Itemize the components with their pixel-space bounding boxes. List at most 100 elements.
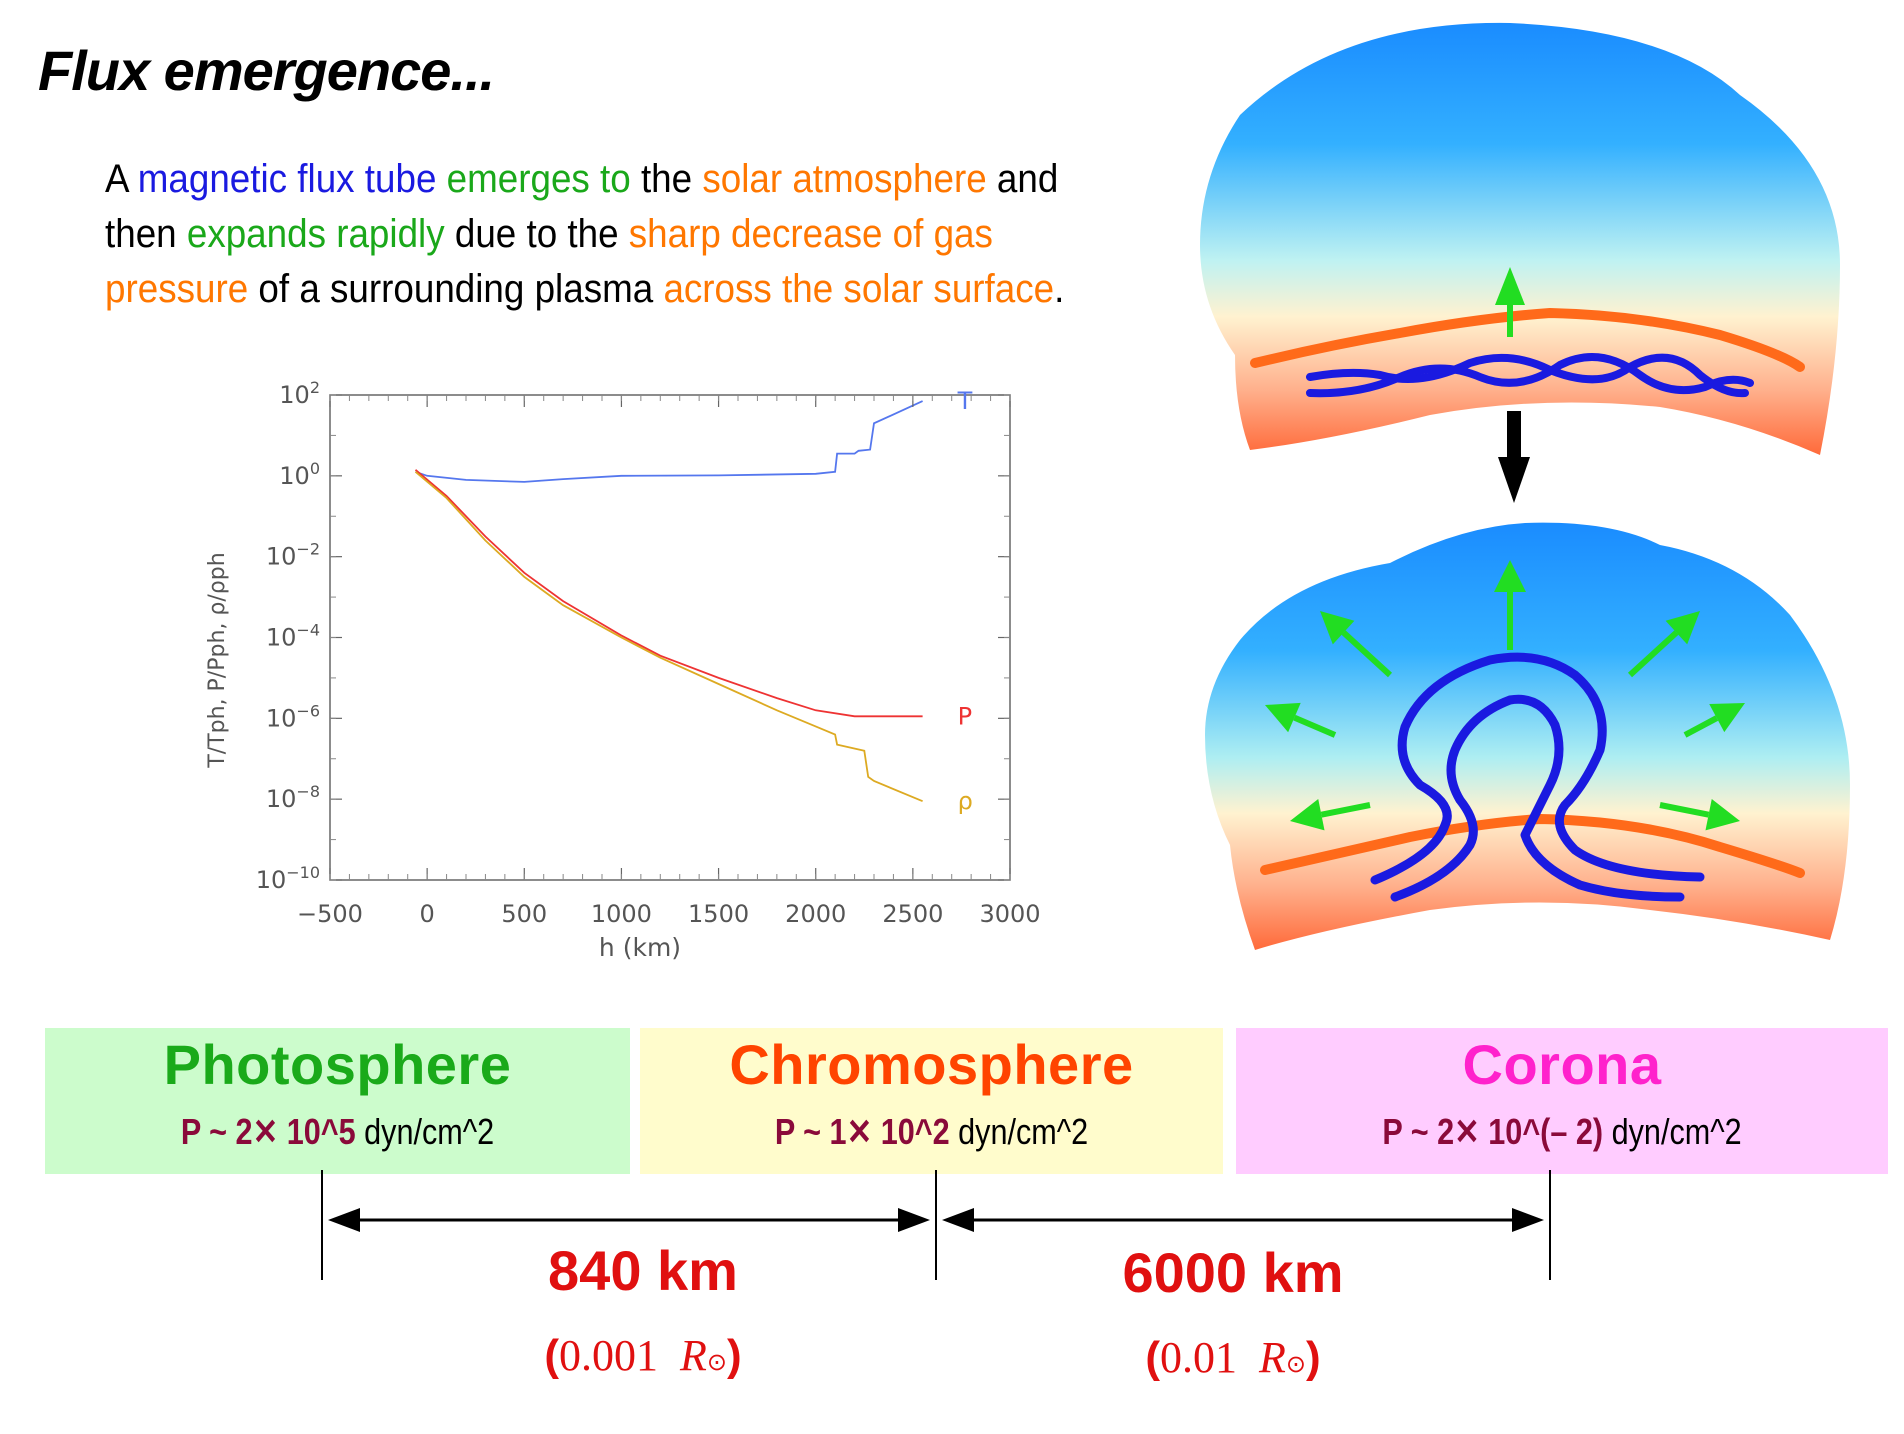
intro-segment: then bbox=[105, 212, 187, 256]
y-tick-label: 10−10 bbox=[256, 863, 320, 894]
expansion-arrow bbox=[1683, 715, 1719, 738]
atmosphere-profile-chart: −500 0 500 1000 1500 2000 2500 3000 102 100 10−2 10… bbox=[205, 380, 1041, 962]
series-label: P bbox=[958, 702, 972, 730]
pressure-part: 10^2 bbox=[872, 1111, 950, 1152]
pressure-part: dyn/cm^2 bbox=[355, 1111, 495, 1152]
plot-lines bbox=[414, 400, 923, 803]
intro-segment: and bbox=[986, 157, 1059, 201]
expansion-arrow-head bbox=[1705, 799, 1740, 831]
layer-name: Chromosphere bbox=[729, 1033, 1134, 1096]
span-arrow-2-left bbox=[942, 1208, 974, 1232]
layer-pressure: P ~ 2✕ 10^5 dyn/cm^2 bbox=[89, 1111, 586, 1153]
layer-band-corona: Corona P ~ 2✕ 10^(– 2) dyn/cm^2 bbox=[1236, 1028, 1888, 1174]
y-tick-label: 10−2 bbox=[266, 540, 320, 571]
expansion-arrow-head bbox=[1709, 703, 1745, 733]
intro-segment: emerges to bbox=[436, 157, 631, 201]
x-tick-label: 2500 bbox=[882, 900, 943, 928]
series-labels: T Pρ bbox=[957, 387, 973, 815]
layer-pressure: P ~ 1✕ 10^2 dyn/cm^2 bbox=[684, 1111, 1180, 1153]
rising-arrow-head bbox=[1495, 267, 1525, 305]
series-label: T bbox=[957, 387, 973, 415]
y-tick-label: 10−6 bbox=[266, 701, 320, 732]
flux-emergence-illustration bbox=[1200, 22, 1850, 950]
series-line-2 bbox=[414, 471, 923, 803]
expansion-arrow bbox=[1659, 802, 1710, 818]
layer-name: Corona bbox=[1462, 1033, 1662, 1096]
pressure-part: P ~ 2 bbox=[180, 1111, 253, 1152]
intro-segment: . bbox=[1054, 267, 1065, 311]
intro-segment: of a surrounding plasma bbox=[248, 267, 664, 311]
x-tick-label: 3000 bbox=[979, 900, 1040, 928]
pressure-part: ✕ bbox=[252, 1111, 279, 1152]
expansion-arrow bbox=[1293, 714, 1337, 738]
intro-paragraph: A magnetic flux tube emerges to the sola… bbox=[105, 152, 1099, 317]
expansion-arrow-head bbox=[1665, 611, 1700, 645]
atmosphere-dome-after bbox=[1205, 522, 1850, 950]
solar-surface-before bbox=[1250, 307, 1805, 372]
pressure-part: P ~ 1 bbox=[774, 1111, 847, 1152]
x-tick-label: 1000 bbox=[591, 900, 652, 928]
y-axis-label: T/Tph, P/Pph, ρ/ρph bbox=[205, 552, 230, 768]
pressure-part: dyn/cm^2 bbox=[1603, 1111, 1742, 1152]
expanded-flux-loop-outer bbox=[1370, 652, 1705, 885]
series-label: ρ bbox=[958, 787, 973, 815]
solar-surface-after bbox=[1260, 813, 1805, 878]
expansion-arrow-head bbox=[1290, 799, 1325, 831]
span-arrow-1-right bbox=[898, 1208, 930, 1232]
expanded-flux-loop-inner bbox=[1390, 694, 1685, 902]
layer-name: Photosphere bbox=[163, 1033, 512, 1096]
plot-frame bbox=[329, 394, 1011, 881]
intro-segment: across the solar surface bbox=[663, 267, 1055, 311]
span-arrow-1-left bbox=[328, 1208, 360, 1232]
plot-border bbox=[329, 394, 1011, 881]
intro-segment: magnetic flux tube bbox=[137, 157, 437, 201]
expansion-arrow bbox=[1341, 630, 1393, 678]
y-tick-label: 100 bbox=[279, 459, 320, 490]
intro-segment: the bbox=[630, 157, 703, 201]
x-tick-label: 0 bbox=[420, 900, 435, 928]
atmosphere-dome-before bbox=[1200, 22, 1840, 455]
intro-segment: solar atmosphere bbox=[702, 157, 987, 201]
series-line-1 bbox=[414, 469, 923, 718]
transition-arrow bbox=[1507, 411, 1521, 461]
y-tick-label: 10−4 bbox=[266, 621, 320, 652]
page-title: Flux emergence... bbox=[38, 39, 495, 102]
distance-photo-chromo: 840 km bbox=[548, 1239, 738, 1302]
span-arrow-2-right bbox=[1512, 1208, 1544, 1232]
pressure-part: ✕ bbox=[846, 1111, 873, 1152]
expansion-arrows bbox=[1265, 560, 1745, 831]
expansion-arrow bbox=[1320, 802, 1371, 818]
x-axis-label: h (km) bbox=[599, 933, 681, 962]
plot-ticks: −500 0 500 1000 1500 2000 2500 3000 102 100 10−2 10… bbox=[256, 380, 1041, 928]
pressure-part: ✕ bbox=[1454, 1111, 1480, 1152]
pressure-part: P ~ 2 bbox=[1382, 1111, 1455, 1152]
layer-pressure: P ~ 2✕ 10^(– 2) dyn/cm^2 bbox=[1285, 1111, 1839, 1153]
pressure-part: dyn/cm^2 bbox=[949, 1111, 1089, 1152]
intro-segment: pressure bbox=[105, 267, 249, 311]
x-tick-label: −500 bbox=[297, 900, 363, 928]
layer-band-photosphere: Photosphere P ~ 2✕ 10^5 dyn/cm^2 bbox=[45, 1028, 630, 1174]
layer-band-chromosphere: Chromosphere P ~ 1✕ 10^2 dyn/cm^2 bbox=[640, 1028, 1223, 1174]
distance-chromo-corona-solar-radius: (0.01 R⊙) bbox=[1145, 1333, 1321, 1382]
distance-markers bbox=[321, 1170, 1551, 1280]
expansion-arrow-head bbox=[1265, 702, 1301, 733]
expansion-arrow-head bbox=[1320, 611, 1355, 645]
x-tick-label: 1500 bbox=[688, 900, 749, 928]
transition-arrow-head bbox=[1498, 457, 1530, 503]
distance-photo-chromo-solar-radius: (0.001 R⊙) bbox=[544, 1331, 742, 1380]
intro-segment: A bbox=[105, 157, 138, 201]
series-line-0 bbox=[415, 400, 923, 483]
pressure-part: 10^5 bbox=[278, 1111, 356, 1152]
expansion-arrow-head bbox=[1494, 560, 1526, 592]
twisted-flux-tube-b bbox=[1306, 353, 1754, 398]
y-tick-label: 102 bbox=[279, 380, 320, 409]
y-tick-label: 10−8 bbox=[266, 782, 320, 813]
expansion-arrow bbox=[1627, 630, 1679, 678]
x-tick-label: 500 bbox=[501, 900, 547, 928]
distance-chromo-corona: 6000 km bbox=[1122, 1241, 1344, 1304]
intro-segment: expands rapidly bbox=[186, 212, 445, 256]
x-tick-label: 2000 bbox=[785, 900, 846, 928]
intro-segment: due to the bbox=[444, 212, 629, 256]
intro-segment: sharp decrease of gas bbox=[628, 212, 993, 256]
pressure-part: 10^(– 2) bbox=[1479, 1111, 1604, 1152]
